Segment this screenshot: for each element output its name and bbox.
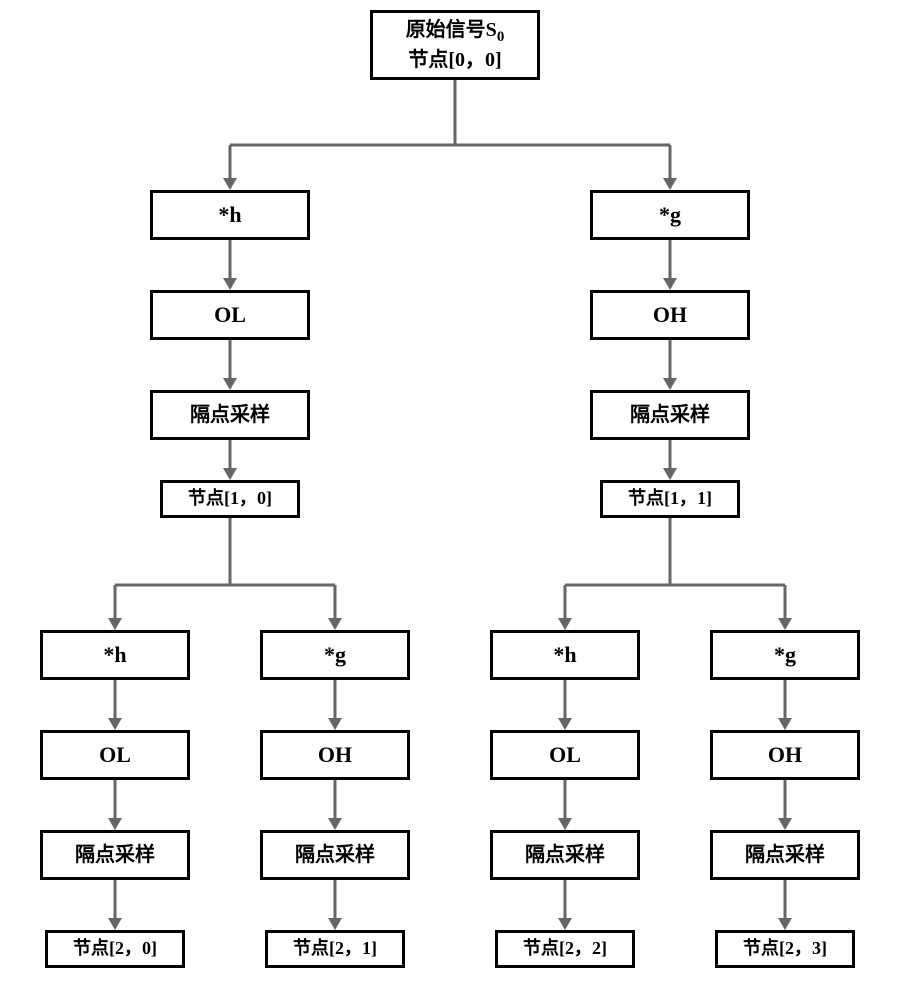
output-low-level1: OL (150, 290, 310, 340)
filter-h-level2-1: *h (490, 630, 640, 680)
output-high-level2-0: OH (260, 730, 410, 780)
downsample-left-level1: 隔点采样 (150, 390, 310, 440)
root-line2: 节点[0，0] (408, 47, 501, 73)
downsample-level2-1: 隔点采样 (260, 830, 410, 880)
downsample-right-level1: 隔点采样 (590, 390, 750, 440)
output-high-level2-1: OH (710, 730, 860, 780)
downsample-level2-2: 隔点采样 (490, 830, 640, 880)
filter-g-level2-0: *g (260, 630, 410, 680)
filter-h-level2-0: *h (40, 630, 190, 680)
node-2-3: 节点[2，3] (715, 930, 855, 968)
node-2-2: 节点[2，2] (495, 930, 635, 968)
filter-g-level1: *g (590, 190, 750, 240)
filter-g-level2-1: *g (710, 630, 860, 680)
output-high-level1: OH (590, 290, 750, 340)
node-1-1: 节点[1，1] (600, 480, 740, 518)
downsample-level2-3: 隔点采样 (710, 830, 860, 880)
node-2-0: 节点[2，0] (45, 930, 185, 968)
root-line1-pre: 原始信号S (406, 19, 497, 41)
downsample-level2-0: 隔点采样 (40, 830, 190, 880)
filter-h-level1: *h (150, 190, 310, 240)
node-1-0: 节点[1，0] (160, 480, 300, 518)
output-low-level2-1: OL (490, 730, 640, 780)
root-node: 原始信号S0 节点[0，0] (370, 10, 540, 80)
node-2-1: 节点[2，1] (265, 930, 405, 968)
root-line1-sub: 0 (497, 29, 505, 45)
output-low-level2-0: OL (40, 730, 190, 780)
